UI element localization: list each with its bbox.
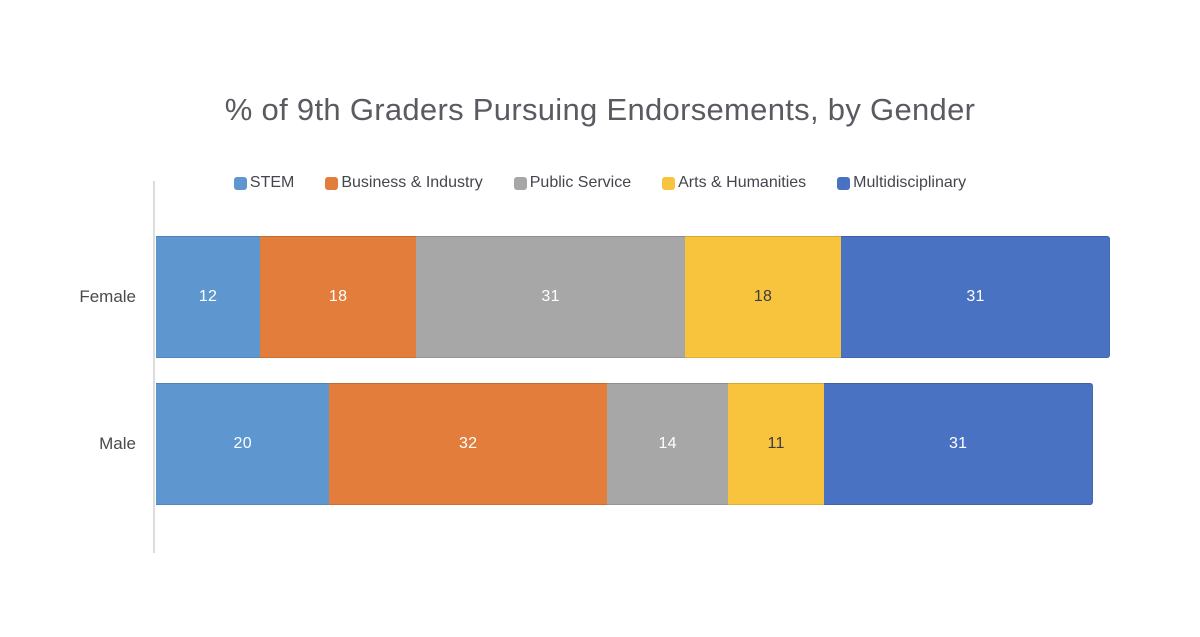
legend-item[interactable]: Multidisciplinary [837,174,966,192]
legend-label: Business & Industry [341,174,483,191]
bar-segment[interactable]: 31 [823,383,1093,505]
legend-swatch-icon [325,176,339,190]
bar-value-label: 12 [198,288,218,305]
legend-item[interactable]: Public Service [513,174,632,192]
bar-track: 12 18 31 18 31 [156,236,1110,358]
bar-track: 20 32 14 11 31 [156,383,1110,505]
stacked-bar: 20 32 14 11 31 [156,383,1093,505]
legend-item[interactable]: STEM [233,174,295,192]
legend-swatch-icon [233,176,247,190]
legend-item[interactable]: Arts & Humanities [662,174,806,192]
legend-swatch-icon [837,176,851,190]
bar-row: Female 12 18 31 18 31 [0,236,1200,358]
bar-value-label: 14 [658,435,677,452]
bar-segment[interactable]: 18 [685,236,842,358]
chart-title: % of 9th Graders Pursuing Endorsements, … [224,92,976,127]
bar-value-label: 11 [767,435,785,452]
stacked-bar: 12 18 31 18 31 [156,236,1110,358]
y-axis-line [153,181,155,553]
bar-segment[interactable]: 32 [329,383,607,505]
bar-value-label: 20 [233,435,252,452]
category-label: Female [79,287,136,306]
bar-value-label: 32 [458,435,478,452]
bar-row: Male 20 32 14 11 31 [0,383,1200,505]
bar-segment[interactable]: 31 [841,236,1110,358]
legend-item[interactable]: Business & Industry [325,174,483,192]
bar-segment[interactable]: 20 [156,383,330,505]
bar-segment[interactable]: 31 [416,236,685,358]
category-label: Male [99,434,136,453]
legend-label: Multidisciplinary [853,174,967,191]
legend-label: STEM [249,174,295,191]
legend-label: Public Service [529,174,632,191]
legend-swatch-icon [513,176,527,190]
bar-value-label: 31 [948,435,968,452]
bar-value-label: 18 [328,288,348,305]
bar-value-label: 31 [966,288,985,305]
legend-label: Arts & Humanities [678,174,807,191]
bar-segment[interactable]: 14 [606,383,729,505]
bar-segment[interactable]: 12 [156,236,261,358]
bar-value-label: 18 [753,288,773,305]
bar-segment[interactable]: 18 [260,236,417,358]
legend-swatch-icon [662,176,676,190]
bar-segment[interactable]: 11 [728,383,824,505]
legend: STEM Business & Industry Public Service Art… [0,174,1200,192]
bar-value-label: 31 [541,288,560,305]
